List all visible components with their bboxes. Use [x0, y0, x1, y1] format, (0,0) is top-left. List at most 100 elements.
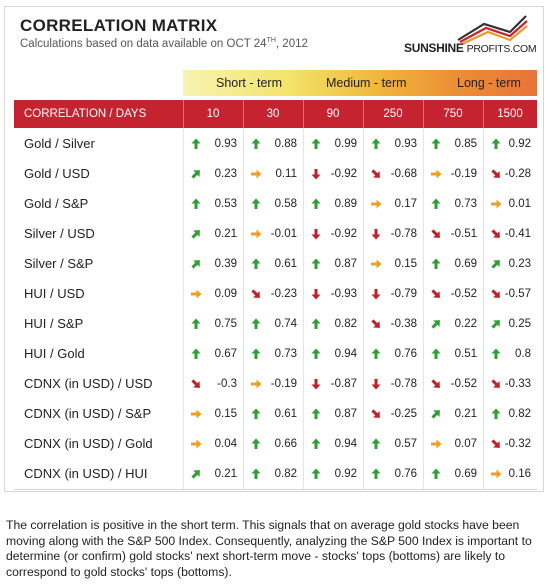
- trend-arrow-down-right-icon: [431, 289, 440, 298]
- analysis-note: The correlation is positive in the short…: [6, 518, 532, 579]
- trend-arrow-right-icon: [491, 199, 502, 209]
- correlation-value: 0.76: [394, 468, 417, 480]
- medium-term-label: Medium - term: [326, 76, 407, 90]
- correlation-value: -0.25: [390, 408, 417, 420]
- trend-arrow-right-icon: [191, 409, 202, 419]
- trend-arrow-up-right-icon: [191, 260, 200, 269]
- correlation-value: 0.82: [334, 318, 357, 330]
- column-divider: [303, 399, 304, 429]
- trend-arrow-right-icon: [251, 169, 262, 179]
- trend-arrow-up-icon: [191, 138, 201, 149]
- trend-arrow-up-icon: [251, 348, 261, 359]
- trend-arrow-up-right-icon: [431, 410, 440, 419]
- correlation-value: 0.58: [274, 198, 297, 210]
- trend-arrow-up-icon: [491, 408, 501, 419]
- trend-arrow-up-icon: [251, 198, 261, 209]
- correlation-value: 0.94: [334, 438, 357, 450]
- correlation-cell: 0.21: [183, 459, 243, 489]
- column-divider: [483, 159, 484, 189]
- correlation-cell: -0.68: [363, 159, 423, 189]
- logo-wordmark: SUNSHINE PROFITS.COM: [404, 41, 537, 55]
- pair-label: CDNX (in USD) / S&P: [24, 406, 152, 421]
- column-divider: [303, 249, 304, 279]
- pair-label: CDNX (in USD) / HUI: [24, 466, 148, 481]
- trend-arrow-down-icon: [371, 229, 381, 240]
- trend-arrow-down-right-icon: [491, 289, 500, 298]
- column-divider: [483, 399, 484, 429]
- correlation-cell: 0.82: [483, 399, 537, 429]
- correlation-value: -0.32: [504, 438, 531, 450]
- column-divider: [483, 249, 484, 279]
- correlation-cell: 0.58: [243, 189, 303, 219]
- column-divider: [483, 459, 484, 489]
- trend-arrow-down-icon: [311, 379, 321, 390]
- table-row: Gold / USD 0.23 0.11 -0.92 -0.68 -0.19 -0.28: [14, 159, 537, 190]
- correlation-value: -0.92: [330, 168, 357, 180]
- trend-arrow-up-icon: [431, 138, 441, 149]
- column-divider: [483, 189, 484, 219]
- pair-label: Gold / Silver: [24, 136, 95, 151]
- column-header-row: CORRELATION / DAYS 10 30 90 250 750 1500: [14, 100, 537, 128]
- correlation-cell: 0.61: [243, 249, 303, 279]
- correlation-value: 0.94: [334, 348, 357, 360]
- trend-arrow-up-right-icon: [191, 230, 200, 239]
- correlation-value: 0.92: [508, 138, 531, 150]
- column-divider: [363, 369, 364, 399]
- header-divider: [303, 100, 304, 128]
- correlation-days-header: CORRELATION / DAYS: [24, 108, 147, 120]
- pair-label: Silver / S&P: [24, 256, 94, 271]
- pair-label: CDNX (in USD) / Gold: [24, 436, 153, 451]
- correlation-cell: 0.66: [243, 429, 303, 459]
- correlation-cell: -0.33: [483, 369, 537, 399]
- trend-arrow-up-icon: [371, 468, 381, 479]
- trend-arrow-down-right-icon: [491, 229, 500, 238]
- trend-arrow-down-icon: [371, 379, 381, 390]
- days-30-header: 30: [266, 108, 280, 120]
- correlation-value: 0.75: [214, 318, 237, 330]
- trend-arrow-down-icon: [311, 229, 321, 240]
- trend-arrow-up-right-icon: [191, 470, 200, 479]
- column-divider: [243, 159, 244, 189]
- column-divider: [423, 399, 424, 429]
- column-divider: [243, 459, 244, 489]
- trend-arrow-up-icon: [251, 138, 261, 149]
- correlation-cell: -0.92: [303, 159, 363, 189]
- correlation-value: 0.89: [334, 198, 357, 210]
- correlation-value: 0.93: [214, 138, 237, 150]
- correlation-cell: 0.23: [483, 249, 537, 279]
- correlation-cell: 0.51: [423, 339, 483, 369]
- correlation-value: 0.23: [214, 168, 237, 180]
- correlation-cell: -0.93: [303, 279, 363, 309]
- correlation-cell: 0.17: [363, 189, 423, 219]
- correlation-value: 0.39: [214, 258, 237, 270]
- column-divider: [363, 219, 364, 249]
- table-row: Silver / USD 0.21 -0.01 -0.92 -0.78 -0.51 -0.4…: [14, 219, 537, 250]
- trend-arrow-up-icon: [251, 258, 261, 269]
- correlation-cell: 0.85: [423, 129, 483, 159]
- trend-arrow-up-icon: [311, 138, 321, 149]
- trend-arrow-up-icon: [431, 468, 441, 479]
- pair-label: HUI / Gold: [24, 346, 85, 361]
- column-divider: [363, 159, 364, 189]
- header-divider: [423, 100, 424, 128]
- column-divider: [183, 249, 184, 279]
- correlation-cell: 0.21: [183, 219, 243, 249]
- column-divider: [303, 369, 304, 399]
- correlation-cell: 0.67: [183, 339, 243, 369]
- table-row: Gold / Silver 0.93 0.88 0.99 0.93 0.85 0.92: [14, 129, 537, 160]
- correlation-value: 0.15: [214, 408, 237, 420]
- trend-arrow-up-icon: [191, 348, 201, 359]
- correlation-value: 0.17: [394, 198, 417, 210]
- correlation-value: -0.19: [270, 378, 297, 390]
- column-divider: [183, 129, 184, 159]
- column-divider: [243, 309, 244, 339]
- correlation-cell: 0.87: [303, 399, 363, 429]
- correlation-cell: 0.25: [483, 309, 537, 339]
- column-divider: [303, 339, 304, 369]
- correlation-value: 0.09: [214, 288, 237, 300]
- trend-arrow-down-right-icon: [491, 169, 500, 178]
- correlation-value: -0.87: [330, 378, 357, 390]
- correlation-cell: 0.76: [363, 339, 423, 369]
- correlation-value: 0.82: [274, 468, 297, 480]
- correlation-value: 0.8: [515, 348, 531, 360]
